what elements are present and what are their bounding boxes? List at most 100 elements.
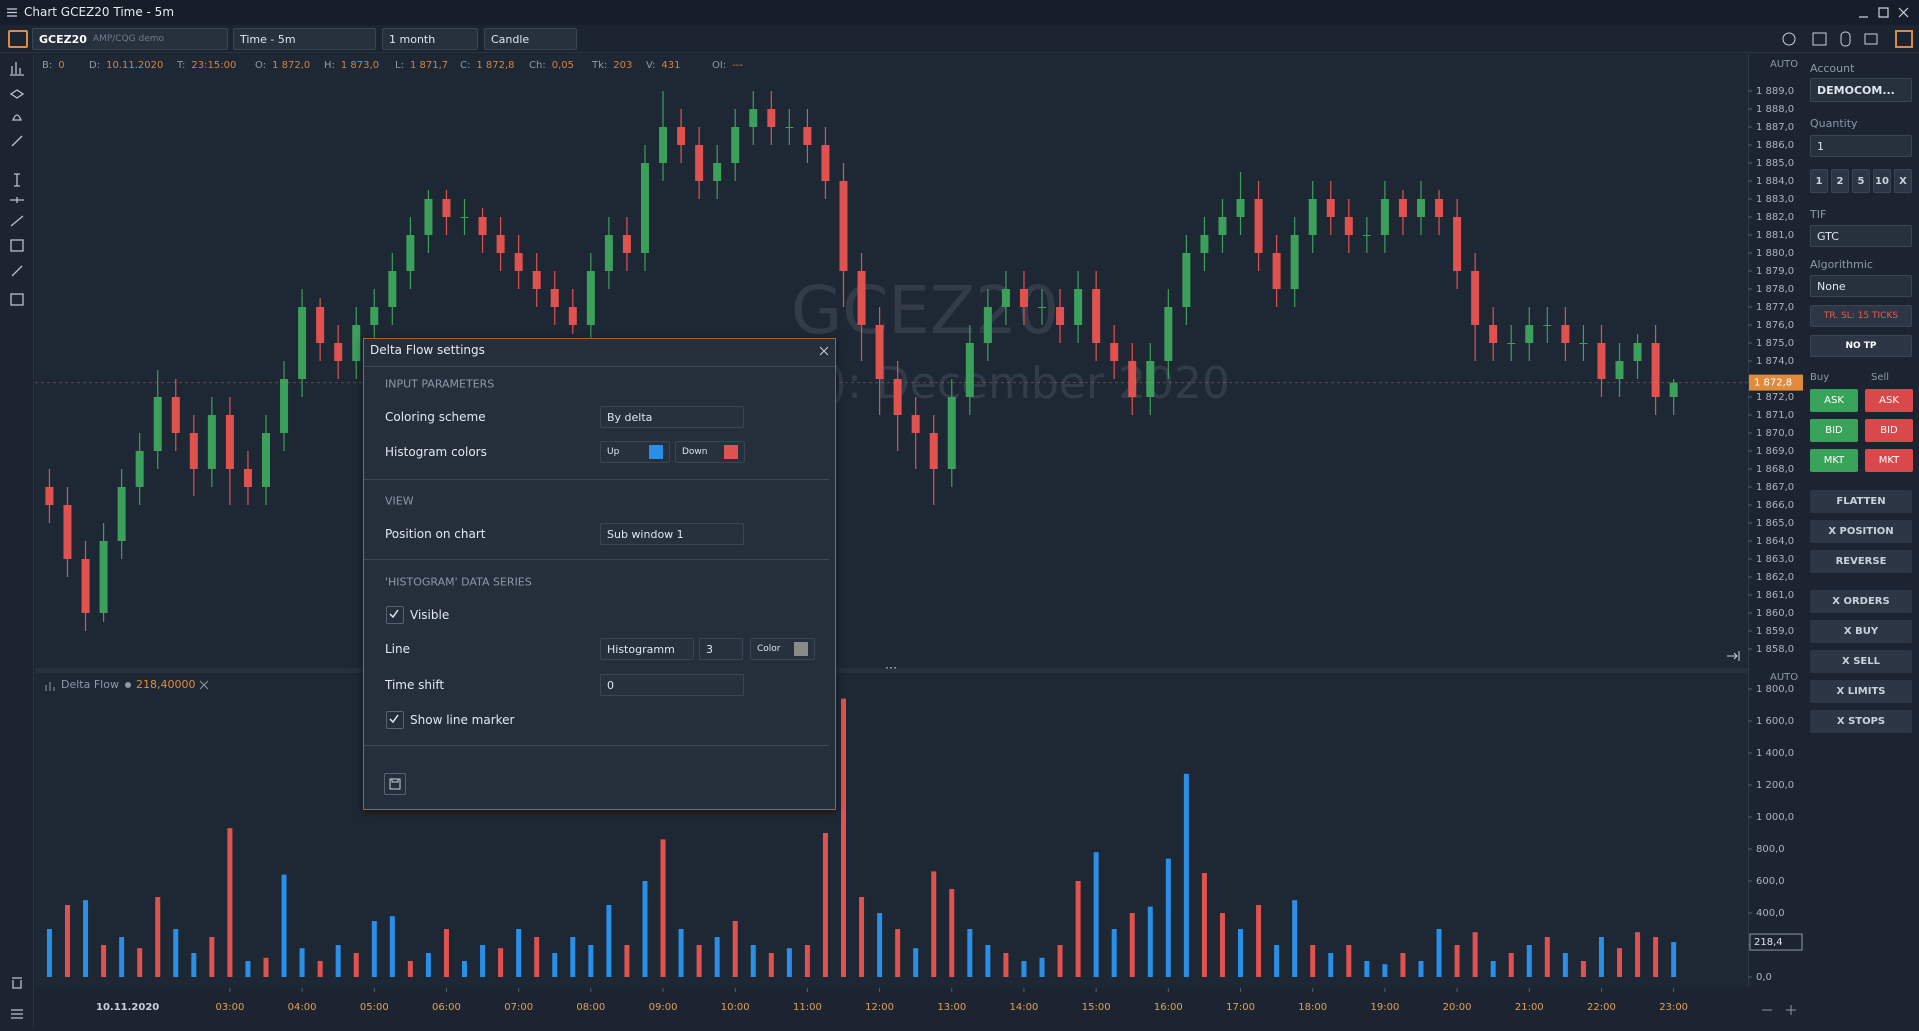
y-tick-label: 1 875,0 (1756, 338, 1794, 349)
histogram-bar (46, 929, 52, 977)
position-select[interactable]: Sub window 1 (600, 523, 744, 545)
buy-button[interactable]: BID (1810, 419, 1858, 442)
action-button[interactable]: X POSITION (1810, 520, 1912, 543)
period-select[interactable]: 1 month (382, 28, 478, 50)
sell-button[interactable]: MKT (1865, 449, 1913, 472)
settings-dialog: Delta Flow settings INPUT PARAMETERS Col… (363, 338, 836, 810)
candle-body (532, 271, 541, 289)
candle-body (1326, 199, 1335, 217)
y-tick-label: 1 800,0 (1756, 684, 1794, 695)
remove-indicator[interactable] (199, 680, 209, 690)
line-style-select[interactable]: Histogramm (600, 638, 694, 660)
down-color-picker[interactable]: Down (675, 441, 745, 463)
quick-qty-button[interactable]: 10 (1873, 169, 1891, 193)
quick-qty-button[interactable]: 1 (1810, 169, 1828, 193)
last-value-box (1749, 933, 1803, 951)
y-tick-label: 1 870,0 (1756, 428, 1794, 439)
sell-button[interactable]: BID (1865, 419, 1913, 442)
toolbar-icons[interactable] (1775, 29, 1917, 49)
tif-select[interactable]: GTC (1810, 225, 1912, 247)
candle-body (370, 307, 379, 325)
buy-button[interactable]: MKT (1810, 449, 1858, 472)
info-item: B: 0 (42, 60, 65, 71)
y-tick-label: 1 872,0 (1756, 392, 1794, 403)
info-value: 203 (613, 60, 633, 71)
histogram-bar (895, 929, 901, 977)
up-color-picker[interactable]: Up (600, 441, 670, 463)
tool-icons[interactable] (0, 54, 34, 1028)
info-value: 431 (661, 60, 681, 71)
histogram-bar (227, 828, 233, 977)
axis-mode[interactable]: AUTO (1770, 59, 1798, 70)
histogram-bar (1165, 858, 1171, 977)
menu-icon[interactable] (7, 8, 17, 17)
coloring-select[interactable]: By delta (600, 406, 744, 428)
histogram-bar (1526, 945, 1532, 977)
histogram-bar (64, 905, 70, 977)
y-tick-label: 0,0 (1756, 972, 1772, 983)
cancel-button[interactable]: X SELL (1810, 650, 1912, 673)
indicator-title: Delta Flow (61, 678, 119, 691)
collapse-icon[interactable] (1727, 651, 1740, 661)
algo-select[interactable]: None (1810, 275, 1912, 297)
line-color-picker[interactable]: Color (750, 638, 815, 660)
buy-button[interactable]: ASK (1810, 389, 1858, 412)
time-shift-input[interactable]: 0 (600, 674, 744, 696)
account-select[interactable]: DEMOCOM... (1810, 78, 1912, 102)
candle-body (63, 505, 72, 559)
cancel-button[interactable]: X STOPS (1810, 710, 1912, 733)
quick-qty-button[interactable]: X (1894, 169, 1912, 193)
candle-body (677, 127, 686, 145)
pane-separator[interactable] (35, 668, 1748, 673)
y-tick-label: 1 600,0 (1756, 716, 1794, 727)
take-profit-button[interactable]: NO TP (1810, 335, 1912, 357)
last-price-label: 1 872,8 (1754, 378, 1792, 389)
symbol-box[interactable]: GCEZ20 AMP/CQG demo (32, 28, 228, 50)
candle-body (1543, 325, 1552, 326)
cancel-button[interactable]: X BUY (1810, 620, 1912, 643)
divider (364, 479, 829, 480)
line-color-swatch (794, 642, 808, 656)
histogram-bar (1580, 961, 1586, 977)
y-tick-label: 1 000,0 (1756, 812, 1794, 823)
style-select[interactable]: Candle (484, 28, 577, 50)
timeframe-select[interactable]: Time - 5m (233, 28, 376, 50)
histogram-bar (462, 961, 468, 977)
marker-checkbox[interactable] (386, 711, 404, 729)
action-button[interactable]: FLATTEN (1810, 490, 1912, 513)
stop-loss-button[interactable]: TR. SL: 15 TICKS (1810, 305, 1912, 327)
quantity-input[interactable]: 1 (1810, 135, 1912, 157)
sub-chart-area (35, 673, 1748, 987)
zoom-buttons[interactable] (1762, 1005, 1796, 1015)
sell-button[interactable]: ASK (1865, 389, 1913, 412)
histogram-bar (263, 957, 269, 977)
action-button[interactable]: REVERSE (1810, 550, 1912, 573)
visible-checkbox[interactable] (386, 606, 404, 624)
candle-body (568, 307, 577, 325)
candle-body (1344, 217, 1353, 235)
pane-handle[interactable]: ⋯ (885, 661, 897, 675)
x-tick-label: 06:00 (432, 1002, 461, 1013)
info-value: 1 872,8 (476, 60, 515, 71)
save-button[interactable] (384, 773, 406, 795)
close-button[interactable] (819, 346, 829, 356)
candle-body (803, 127, 812, 145)
line-width-input[interactable]: 3 (699, 638, 743, 660)
x-tick-label: 07:00 (504, 1002, 533, 1013)
histogram-bar (353, 953, 359, 977)
window-controls[interactable] (1855, 6, 1915, 20)
candle-body (1074, 289, 1083, 325)
candle-body (1254, 199, 1263, 253)
candle-body (604, 235, 613, 271)
panel-toggle[interactable] (8, 30, 28, 48)
cancel-button[interactable]: X ORDERS (1810, 590, 1912, 613)
info-item: D: 10.11.2020 (89, 60, 163, 71)
quick-qty-button[interactable]: 5 (1852, 169, 1870, 193)
cancel-button[interactable]: X LIMITS (1810, 680, 1912, 703)
candle-body (442, 199, 451, 217)
histogram-bar (750, 945, 756, 977)
candle-body (117, 487, 126, 541)
quick-qty-button[interactable]: 2 (1831, 169, 1849, 193)
axis-mode[interactable]: AUTO (1770, 672, 1798, 683)
